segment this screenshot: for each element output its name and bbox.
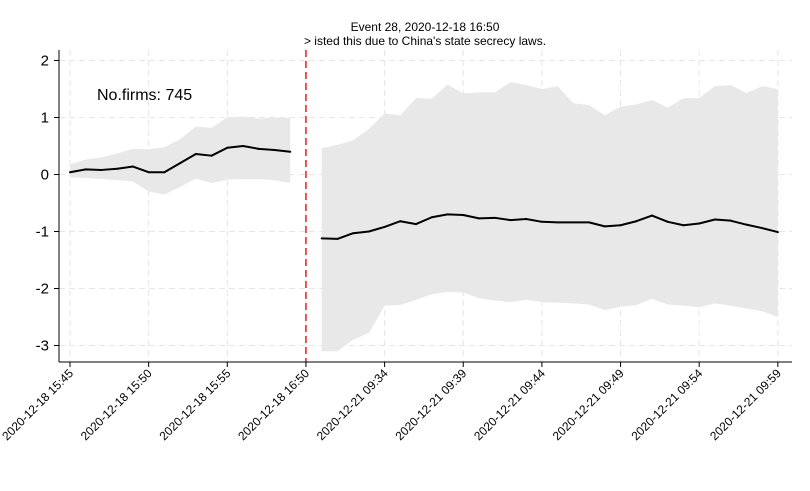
x-tick-label: 2020-12-21 09:39 (392, 366, 469, 443)
data-point (776, 231, 779, 234)
x-tick-label: 2020-12-21 09:54 (628, 366, 705, 443)
x-tick-label: 2020-12-18 16:50 (235, 366, 312, 443)
chart-title: Event 28, 2020-12-18 16:50 (350, 20, 500, 34)
data-point (116, 167, 119, 170)
confidence-band-2 (321, 82, 778, 352)
data-point (761, 227, 764, 230)
y-tick-label: -2 (36, 281, 49, 298)
data-point (273, 148, 276, 151)
data-point (367, 230, 370, 233)
data-point (210, 154, 213, 157)
data-point (179, 162, 182, 165)
y-tick-label: -1 (36, 224, 49, 241)
firm-count-annotation: No.firms: 745 (97, 87, 193, 104)
data-point (430, 216, 433, 219)
data-point (69, 171, 71, 174)
x-tick-label: 2020-12-18 15:45 (0, 366, 76, 443)
mean-line-2 (321, 213, 779, 240)
data-point (713, 218, 716, 221)
data-point (131, 165, 134, 168)
data-point (100, 168, 103, 171)
data-point (493, 216, 496, 219)
chart-subtitle: > isted this due to China's state secrec… (303, 34, 547, 48)
data-point (446, 213, 449, 216)
data-point (194, 152, 197, 155)
data-point (729, 219, 732, 222)
data-point (588, 221, 591, 224)
data-point (84, 168, 87, 171)
data-point (462, 213, 465, 216)
data-point (320, 237, 323, 240)
data-point (698, 222, 701, 225)
data-point (556, 221, 559, 224)
data-point (226, 146, 229, 149)
x-tick-label: 2020-12-18 15:50 (78, 366, 155, 443)
data-point (603, 225, 606, 228)
confidence-band-1 (70, 116, 291, 195)
data-point (666, 220, 669, 223)
data-point (525, 217, 528, 220)
data-point (352, 232, 355, 235)
data-point (540, 220, 543, 223)
x-tick-label: 2020-12-21 09:49 (550, 366, 627, 443)
data-point (682, 224, 685, 227)
data-point (745, 223, 748, 226)
data-point (635, 220, 638, 223)
y-tick-label: 2 (41, 53, 49, 70)
data-point (415, 223, 418, 226)
data-point (619, 224, 622, 227)
y-tick-label: 0 (41, 167, 49, 184)
data-point (257, 147, 260, 150)
data-point (147, 171, 150, 174)
data-point (477, 217, 480, 220)
data-point (399, 220, 402, 223)
y-tick-label: 1 (41, 110, 49, 127)
data-point (242, 145, 245, 147)
data-point (572, 221, 575, 224)
data-point (383, 225, 386, 228)
x-tick-label: 2020-12-21 09:59 (707, 366, 784, 443)
y-tick-label: -3 (36, 338, 49, 355)
data-point (289, 150, 292, 153)
x-tick-label: 2020-12-18 15:55 (157, 366, 234, 443)
data-point (163, 171, 166, 174)
x-tick-label: 2020-12-21 09:34 (314, 366, 391, 443)
x-tick-label: 2020-12-21 09:44 (471, 366, 548, 443)
data-point (651, 214, 654, 217)
data-point (336, 237, 339, 240)
data-point (509, 219, 512, 222)
